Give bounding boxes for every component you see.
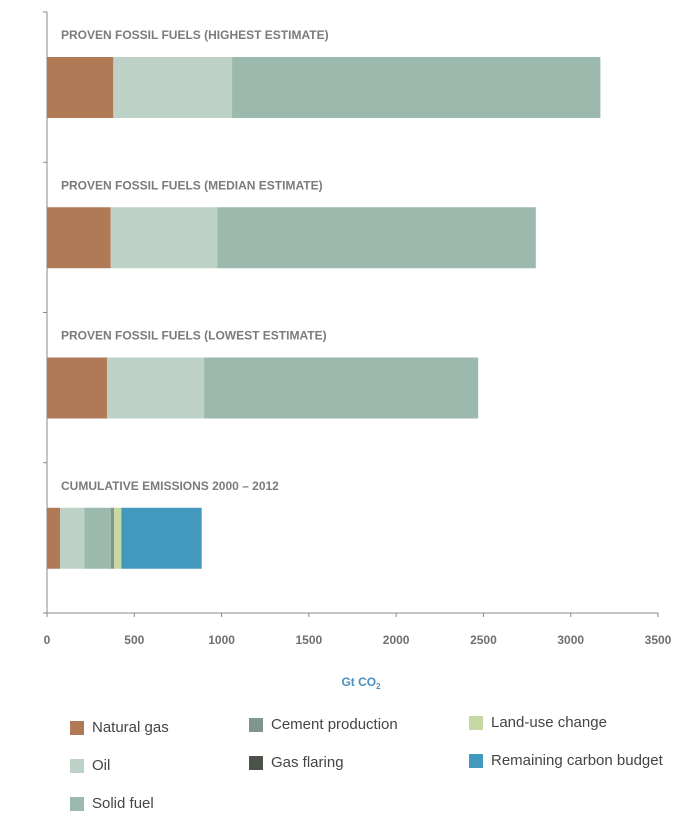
legend-swatch [249, 755, 263, 770]
x-axis-title-subscript: 2 [376, 682, 381, 691]
bar-segment [107, 357, 205, 419]
x-tick-label: 0 [44, 633, 51, 647]
bar-segment [204, 357, 479, 419]
legend-label: Oil [92, 757, 111, 774]
x-axis-title-main: Gt CO [341, 675, 376, 689]
stacked-bar-chart: PROVEN FOSSIL FUELS (HIGHEST ESTIMATE) PR… [43, 11, 672, 691]
legend-swatch [469, 753, 483, 768]
x-tick-label: 3500 [645, 633, 672, 647]
legend-label: Gas flaring [271, 754, 344, 771]
legend-label: Solid fuel [92, 795, 154, 812]
category-label: PROVEN FOSSIL FUELS (LOWEST ESTIMATE) [61, 329, 327, 343]
bar-segment [47, 207, 111, 269]
bar-segment [84, 507, 111, 569]
bar-segment [47, 357, 108, 419]
legend-swatch [249, 717, 263, 732]
legend-item: Solid fuel [70, 795, 154, 812]
x-tick-label: 3000 [557, 633, 584, 647]
legend-item: Remaining carbon budget [469, 752, 663, 769]
chart-legend: Natural gas Oil Solid fuel Cement productio… [0, 705, 693, 828]
bar-segment [113, 57, 233, 118]
legend-item: Natural gas [70, 719, 169, 736]
bar-segment [113, 507, 122, 569]
category-labels: PROVEN FOSSIL FUELS (HIGHEST ESTIMATE) PR… [61, 28, 329, 493]
x-tick-label: 2500 [470, 633, 497, 647]
category-label: CUMULATIVE EMISSIONS 2000 – 2012 [61, 479, 279, 493]
bar-segment [60, 507, 85, 569]
bar-segment [110, 507, 113, 569]
legend-label: Land-use change [491, 714, 607, 731]
legend-swatch [70, 758, 84, 773]
legend-label: Cement production [271, 716, 398, 733]
bar-segment [110, 207, 218, 269]
x-tick-labels: 0 500 1000 1500 2000 2500 3000 3500 [44, 633, 672, 647]
x-tick-label: 1500 [296, 633, 323, 647]
bar-segment [47, 507, 61, 569]
x-tick-label: 2000 [383, 633, 410, 647]
category-label: PROVEN FOSSIL FUELS (HIGHEST ESTIMATE) [61, 28, 329, 42]
x-tick-label: 1000 [208, 633, 235, 647]
x-axis-title: Gt CO2 [341, 675, 381, 691]
legend-label: Natural gas [92, 719, 169, 736]
bar-segment [232, 57, 601, 118]
bar-segment [47, 57, 114, 118]
legend-item: Gas flaring [249, 754, 344, 771]
legend-item: Cement production [249, 716, 398, 733]
x-tick-label: 500 [124, 633, 144, 647]
legend-swatch [70, 720, 84, 735]
legend-swatch [469, 715, 483, 730]
legend-item: Oil [70, 757, 110, 774]
legend-label: Remaining carbon budget [491, 752, 663, 769]
bar-segment [112, 507, 114, 569]
legend-item: Land-use change [469, 714, 607, 731]
bar-segment [217, 207, 536, 269]
legend-swatch [70, 796, 84, 811]
bar-segment [121, 507, 202, 569]
category-label: PROVEN FOSSIL FUELS (MEDIAN ESTIMATE) [61, 178, 323, 192]
chart-bars [47, 57, 601, 569]
